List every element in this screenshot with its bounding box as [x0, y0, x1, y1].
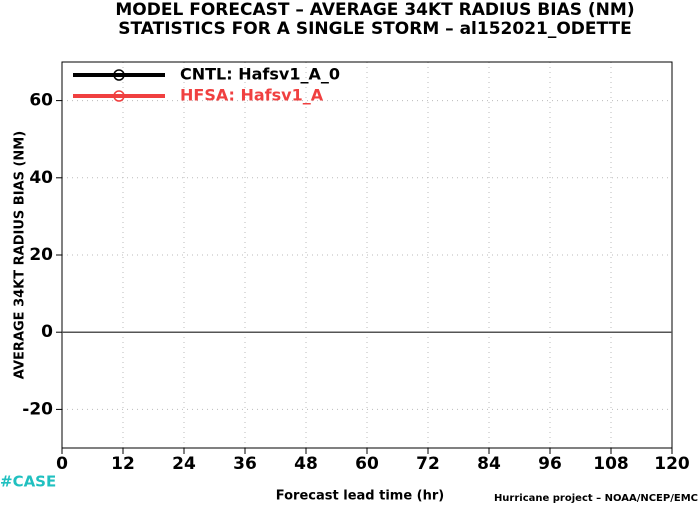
x-tick-label: 84	[477, 454, 501, 474]
chart-title: MODEL FORECAST – AVERAGE 34KT RADIUS BIA…	[115, 0, 634, 20]
legend-label: HFSA: Hafsv1_A	[180, 86, 324, 105]
plot-frame	[61, 61, 673, 449]
x-tick-label: 24	[172, 454, 196, 474]
y-tick-label: 0	[41, 322, 53, 342]
case-label: #CASE	[0, 473, 56, 491]
x-tick-label: 108	[593, 454, 629, 474]
x-tick-label: 0	[56, 454, 68, 474]
legend-label: CNTL: Hafsv1_A_0	[180, 65, 340, 84]
legend-marker	[113, 90, 125, 102]
x-tick-label: 60	[355, 454, 379, 474]
x-axis-label: Forecast lead time (hr)	[276, 489, 444, 504]
y-tick-label: 20	[29, 245, 53, 265]
y-tick-label: -20	[22, 399, 53, 419]
x-tick-label: 12	[111, 454, 135, 474]
chart-subtitle: STATISTICS FOR A SINGLE STORM – al152021…	[118, 19, 631, 39]
x-tick-label: 96	[538, 454, 562, 474]
y-tick-label: 40	[29, 168, 53, 188]
footer: Hurricane project – NOAA/NCEP/EMC	[494, 493, 698, 504]
y-axis-label: AVERAGE 34KT RADIUS BIAS (NM)	[13, 131, 28, 379]
y-tick-label: 60	[29, 91, 53, 111]
x-tick-label: 72	[416, 454, 440, 474]
x-tick-label: 36	[233, 454, 257, 474]
x-tick-label: 120	[654, 454, 690, 474]
x-tick-label: 48	[294, 454, 318, 474]
legend-marker	[113, 69, 125, 81]
